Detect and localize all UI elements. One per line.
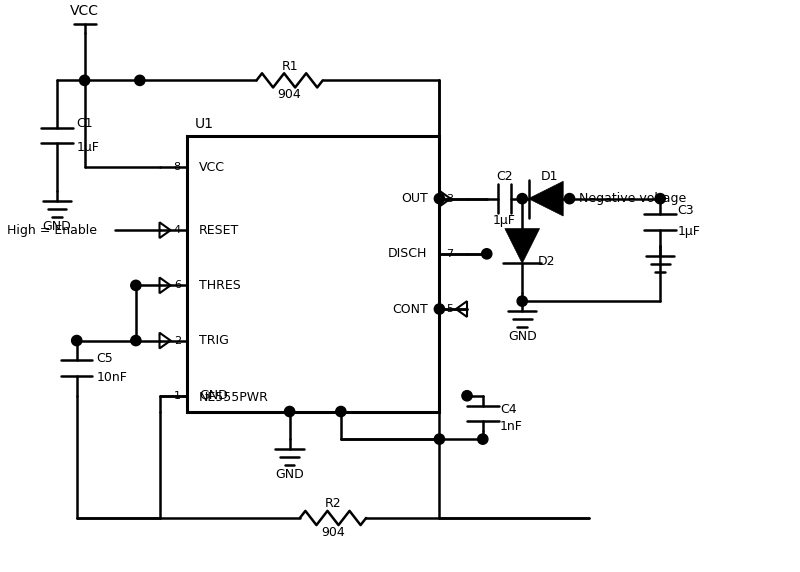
Circle shape [130, 280, 141, 291]
Circle shape [72, 335, 82, 345]
Circle shape [130, 335, 141, 345]
Bar [187, 136, 439, 411]
Text: 8: 8 [174, 162, 181, 172]
Text: 1μF: 1μF [493, 214, 516, 227]
Text: 4: 4 [174, 225, 181, 235]
Text: D2: D2 [538, 255, 555, 268]
Text: C4: C4 [500, 403, 517, 416]
Text: C2: C2 [496, 170, 513, 183]
Polygon shape [529, 181, 563, 216]
Circle shape [79, 76, 90, 85]
Text: THRES: THRES [199, 279, 241, 292]
Circle shape [564, 193, 574, 204]
Text: RESET: RESET [199, 224, 239, 237]
Circle shape [434, 434, 445, 444]
Circle shape [478, 434, 488, 444]
Text: 1μF: 1μF [678, 225, 701, 239]
Polygon shape [505, 229, 539, 263]
Circle shape [482, 249, 492, 259]
Text: 6: 6 [174, 280, 181, 291]
Text: GND: GND [508, 330, 537, 343]
Text: VCC: VCC [70, 4, 99, 18]
Text: 1: 1 [174, 391, 181, 401]
Text: R2: R2 [325, 497, 342, 510]
Circle shape [134, 76, 145, 85]
Text: 7: 7 [446, 249, 453, 259]
Text: U1: U1 [195, 117, 214, 131]
Text: High = Enable: High = Enable [7, 224, 98, 237]
Text: NE555PWR: NE555PWR [199, 391, 269, 404]
Text: R1: R1 [282, 59, 298, 73]
Text: 904: 904 [278, 88, 302, 101]
Text: TRIG: TRIG [199, 334, 229, 347]
Circle shape [462, 391, 472, 401]
Text: VCC: VCC [199, 161, 225, 174]
Text: C5: C5 [97, 352, 113, 365]
Text: Negative voltage: Negative voltage [579, 192, 686, 205]
Text: C3: C3 [678, 204, 694, 217]
Text: GND: GND [42, 220, 71, 233]
Text: CONT: CONT [392, 303, 427, 316]
Text: OUT: OUT [401, 192, 427, 205]
Text: 904: 904 [321, 526, 345, 539]
Text: 1μF: 1μF [77, 141, 100, 154]
Circle shape [655, 193, 666, 204]
Text: 2: 2 [174, 336, 181, 345]
Text: C1: C1 [77, 117, 94, 130]
Circle shape [434, 304, 445, 314]
Text: 3: 3 [446, 194, 453, 204]
Circle shape [336, 406, 346, 416]
Text: 5: 5 [446, 304, 453, 314]
Text: GND: GND [199, 390, 228, 402]
Text: GND: GND [275, 468, 304, 481]
Circle shape [517, 296, 527, 306]
Text: DISCH: DISCH [388, 247, 427, 260]
Text: 10nF: 10nF [97, 371, 127, 384]
Circle shape [517, 193, 527, 204]
Text: 1nF: 1nF [500, 420, 523, 434]
Circle shape [434, 193, 445, 204]
Circle shape [285, 406, 294, 416]
Text: D1: D1 [541, 170, 558, 183]
